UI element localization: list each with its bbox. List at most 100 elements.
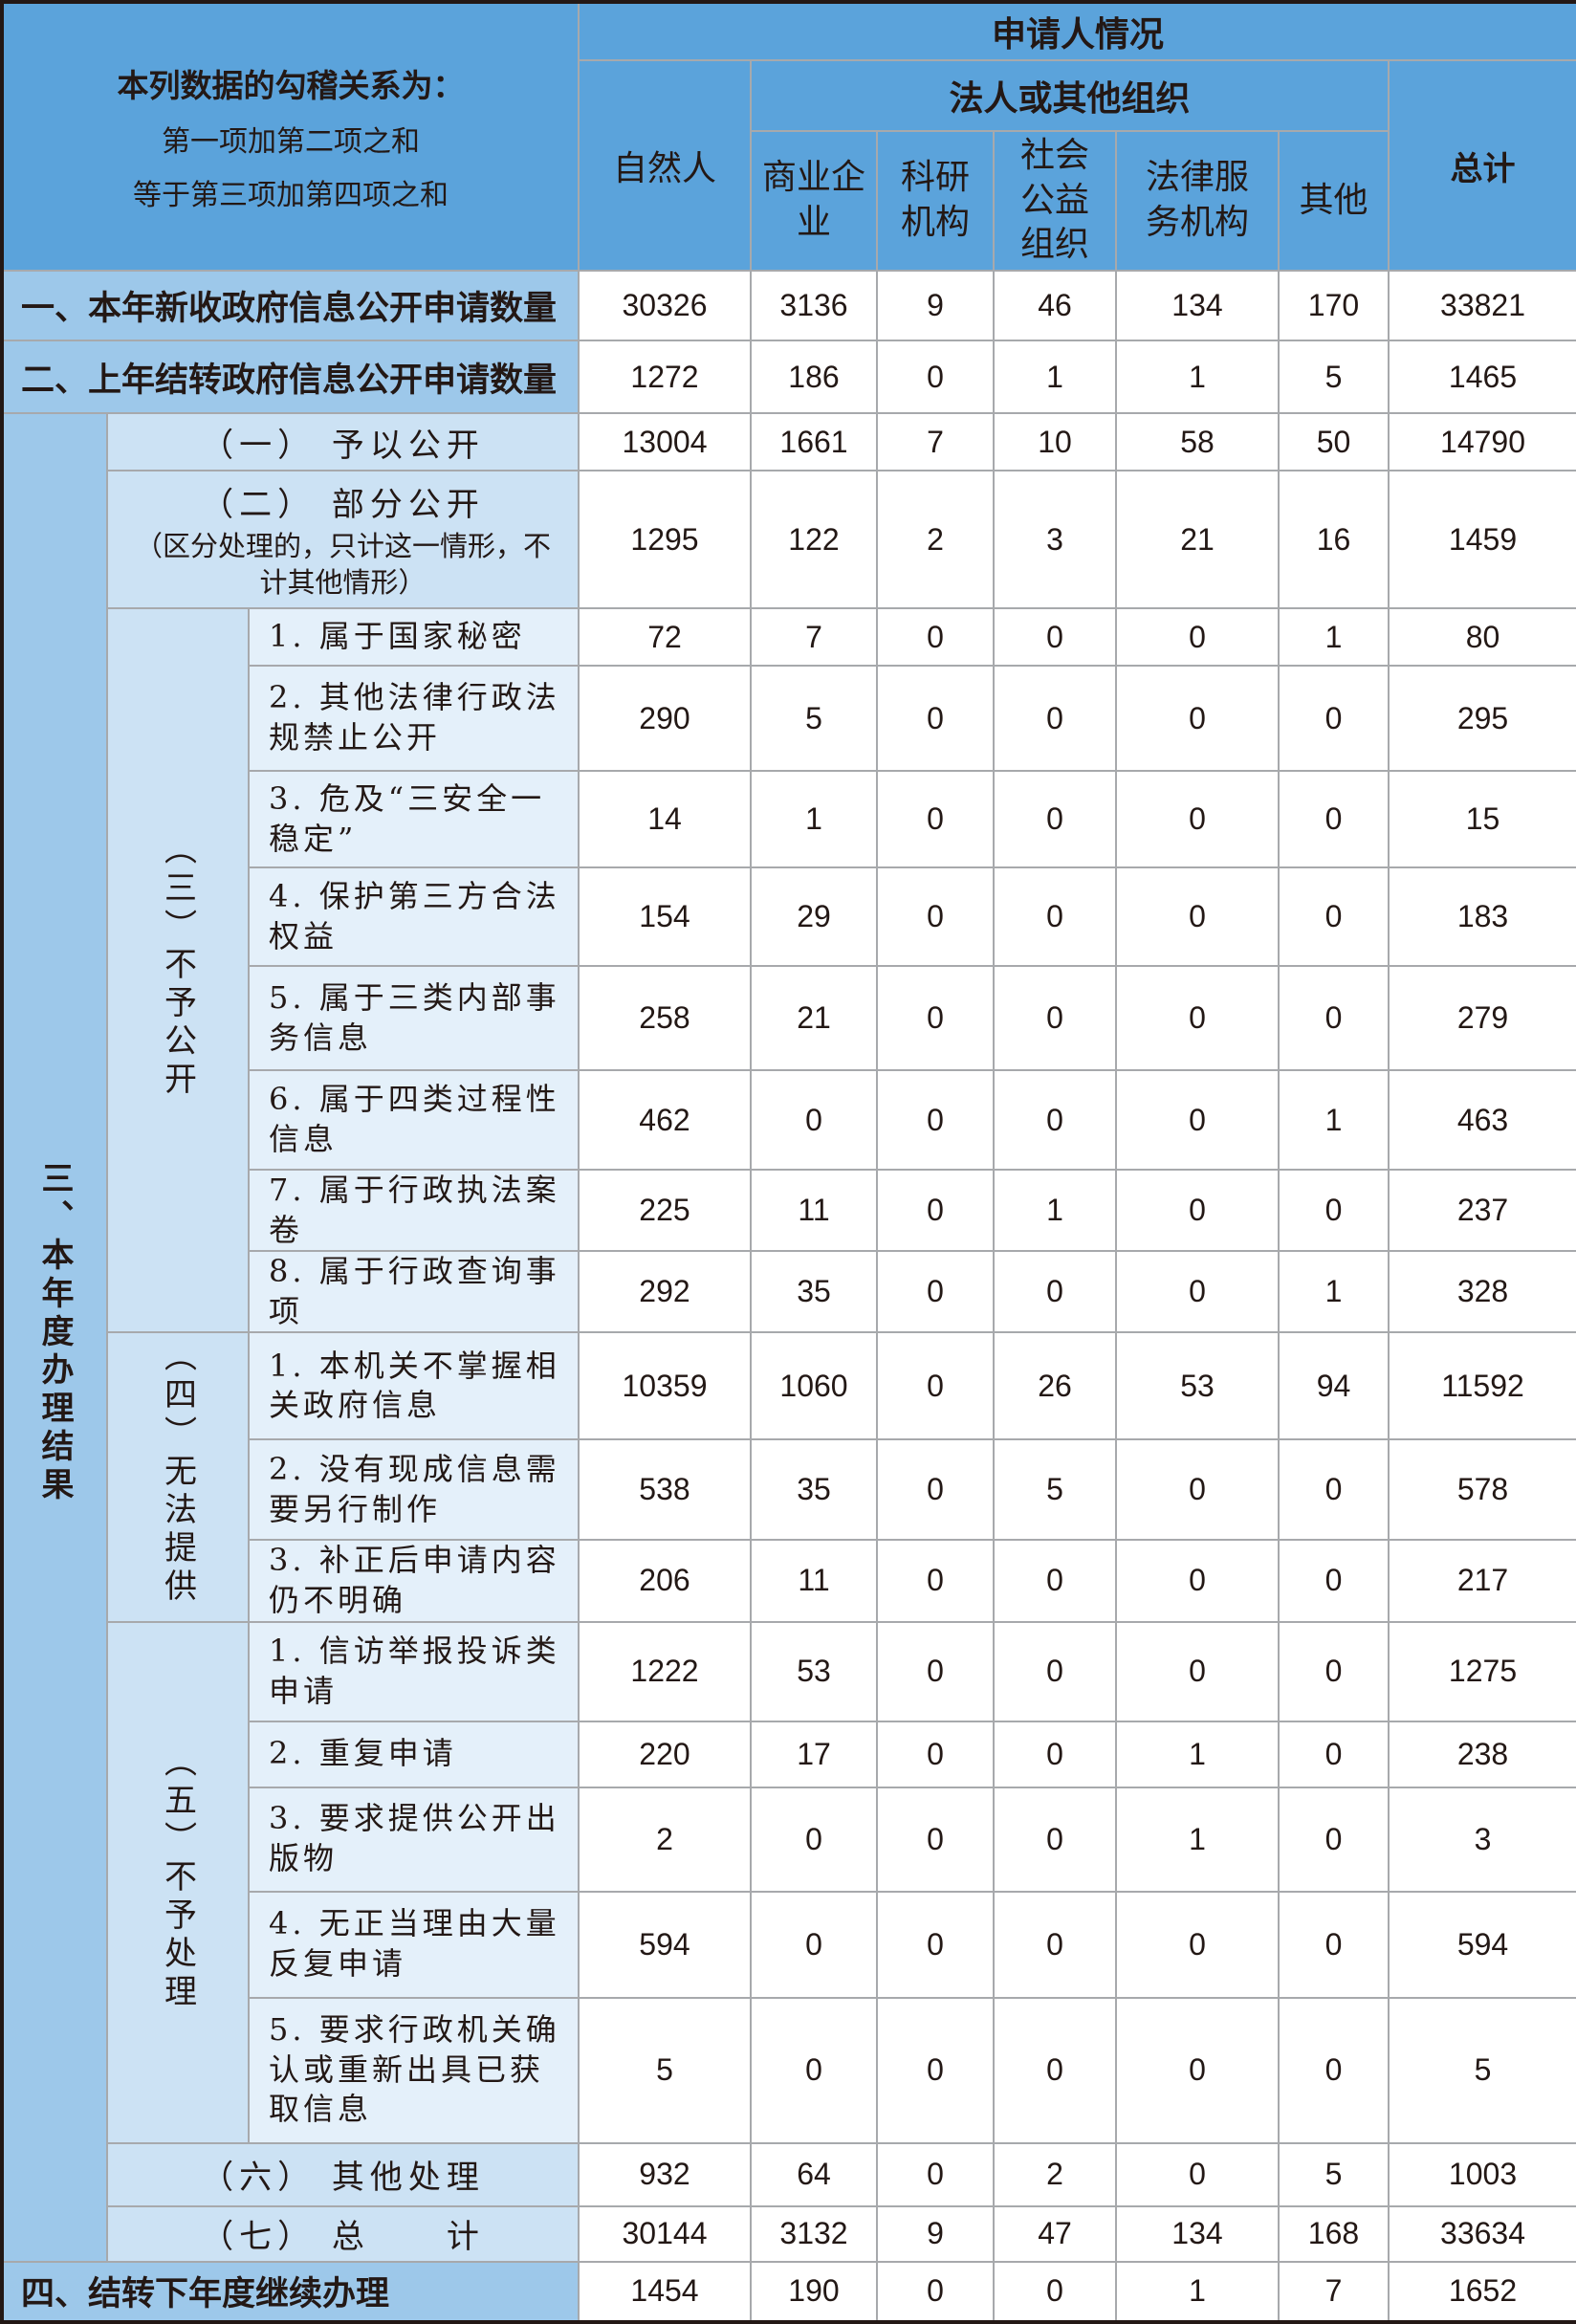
value-cell: 17 [750, 1720, 878, 1788]
value-cell: 1465 [1387, 340, 1576, 414]
value-cell: 1 [1278, 607, 1390, 667]
table-row: 5. 要求行政机关确认或重新出具已获取信息 5 0 0 0 0 0 5 [2, 1996, 1576, 2144]
value-cell: 237 [1387, 1168, 1576, 1253]
value-cell: 0 [876, 1890, 995, 1999]
value-cell: 290 [578, 665, 752, 772]
row-label: 7. 属于行政执法案卷 [248, 1168, 580, 1253]
row-label: 6. 属于四类过程性信息 [248, 1069, 580, 1171]
table-row: 一、本年新收政府信息公开申请数量 30326 3136 9 46 134 170 33821 [1, 270, 1576, 341]
value-cell: 0 [1278, 1539, 1390, 1623]
row-label: 1. 本机关不掌握相关政府信息 [248, 1331, 580, 1441]
value-cell: 0 [993, 770, 1117, 868]
value-cell: 0 [876, 1996, 995, 2144]
value-cell: 279 [1387, 965, 1576, 1071]
value-cell: 932 [578, 2141, 752, 2207]
value-cell: 0 [876, 2141, 995, 2207]
value-cell: 154 [578, 866, 752, 967]
value-cell: 0 [876, 1539, 995, 1623]
value-cell: 1275 [1387, 1620, 1576, 1722]
table-row: 二、上年结转政府信息公开申请数量 1272 186 0 1 1 5 1465 [1, 340, 1576, 414]
value-cell: 0 [1115, 607, 1280, 667]
value-cell: 462 [578, 1069, 752, 1171]
value-cell: 0 [993, 1996, 1117, 2144]
header-org-4: 其他 [1278, 130, 1390, 272]
value-cell: 9 [876, 270, 995, 341]
header-corner: 本列数据的勾稽关系为： 第一项加第二项之和 等于第三项加第四项之和 [1, 1, 580, 272]
row-label: 4. 保护第三方合法权益 [248, 866, 580, 967]
value-cell: 220 [578, 1720, 752, 1788]
value-cell: 0 [750, 1996, 878, 2144]
value-cell: 53 [1115, 1331, 1280, 1441]
header-total: 总计 [1387, 59, 1576, 272]
value-cell: 0 [876, 2260, 995, 2323]
value-cell: 1 [1115, 1720, 1280, 1788]
value-cell: 10 [993, 412, 1117, 471]
value-cell: 9 [876, 2204, 995, 2263]
value-cell: 186 [750, 340, 878, 414]
row-label: 8. 属于行政查询事项 [248, 1250, 580, 1334]
value-cell: 14790 [1387, 412, 1576, 471]
value-cell: 0 [1278, 665, 1390, 772]
table-row: （三）不予公开 1. 属于国家秘密 72 7 0 0 0 1 80 [2, 606, 1576, 1334]
value-cell: 0 [993, 665, 1117, 772]
value-cell: 94 [1278, 1331, 1390, 1441]
value-cell: 80 [1387, 607, 1576, 667]
value-cell: 1 [1115, 1786, 1280, 1893]
value-cell: 16 [1278, 470, 1390, 609]
value-cell: 50 [1278, 412, 1390, 471]
row-label: 四、结转下年度继续办理 [1, 2260, 580, 2323]
value-cell: 0 [1115, 1168, 1280, 1253]
value-cell: 58 [1115, 412, 1280, 471]
value-cell: 190 [750, 2260, 878, 2323]
value-cell: 225 [578, 1168, 752, 1253]
value-cell: 0 [993, 1890, 1117, 1999]
value-cell: 3 [993, 470, 1117, 609]
value-cell: 11 [750, 1168, 878, 1253]
value-cell: 1 [1115, 2260, 1280, 2323]
value-cell: 0 [876, 866, 995, 967]
value-cell: 0 [1115, 1890, 1280, 1999]
header-org-0: 商业企业 [750, 130, 878, 272]
value-cell: 258 [578, 965, 752, 1071]
value-cell: 26 [993, 1331, 1117, 1441]
table-row: （五）不予处理 1. 信访举报投诉类申请 1222 53 0 0 0 0 1275 [2, 1620, 1576, 2144]
value-cell: 0 [1278, 866, 1390, 967]
value-cell: 11 [750, 1539, 878, 1623]
row-label: 2. 其他法律行政法规禁止公开 [248, 665, 580, 772]
value-cell: 0 [1115, 1620, 1280, 1722]
value-cell: 33634 [1387, 2204, 1576, 2263]
value-cell: 0 [876, 1168, 995, 1253]
value-cell: 5 [1278, 2141, 1390, 2207]
value-cell: 5 [578, 1996, 752, 2144]
value-cell: 0 [1115, 866, 1280, 967]
row-label: 5. 属于三类内部事务信息 [248, 965, 580, 1071]
value-cell: 10359 [578, 1331, 752, 1441]
value-cell: 0 [876, 1438, 995, 1542]
table-row: （七） 总 计 30144 3132 9 47 134 168 33634 [2, 2204, 1576, 2263]
header-org-3: 法律服务机构 [1115, 130, 1280, 272]
group-unable-to-provide: （四）无法提供 [106, 1331, 250, 1623]
value-cell: 0 [1115, 665, 1280, 772]
value-cell: 0 [1278, 1786, 1390, 1893]
value-cell: 0 [1278, 770, 1390, 868]
value-cell: 0 [876, 607, 995, 667]
value-cell: 0 [1278, 1720, 1390, 1788]
corner-line-2: 等于第三项加第四项之和 [133, 179, 449, 212]
header-org-label: 其他 [1299, 180, 1368, 220]
value-cell: 1222 [578, 1620, 752, 1722]
value-cell: 1 [1278, 1069, 1390, 1171]
value-cell: 0 [993, 607, 1117, 667]
row-label: 2. 重复申请 [248, 1720, 580, 1788]
value-cell: 13004 [578, 412, 752, 471]
value-cell: 0 [1115, 2141, 1280, 2207]
value-cell: 0 [1278, 1438, 1390, 1542]
value-cell: 3132 [750, 2204, 878, 2263]
group-not-processed: （五）不予处理 [106, 1620, 250, 2144]
value-cell: 21 [750, 965, 878, 1071]
corner-title: 本列数据的勾稽关系为： [117, 67, 465, 104]
value-cell: 0 [993, 1539, 1117, 1623]
value-cell: 0 [993, 1069, 1117, 1171]
value-cell: 5 [1278, 340, 1390, 414]
table-row: 8. 属于行政查询事项 292 35 0 0 0 1 328 [2, 1250, 1576, 1334]
value-cell: 3136 [750, 270, 878, 341]
